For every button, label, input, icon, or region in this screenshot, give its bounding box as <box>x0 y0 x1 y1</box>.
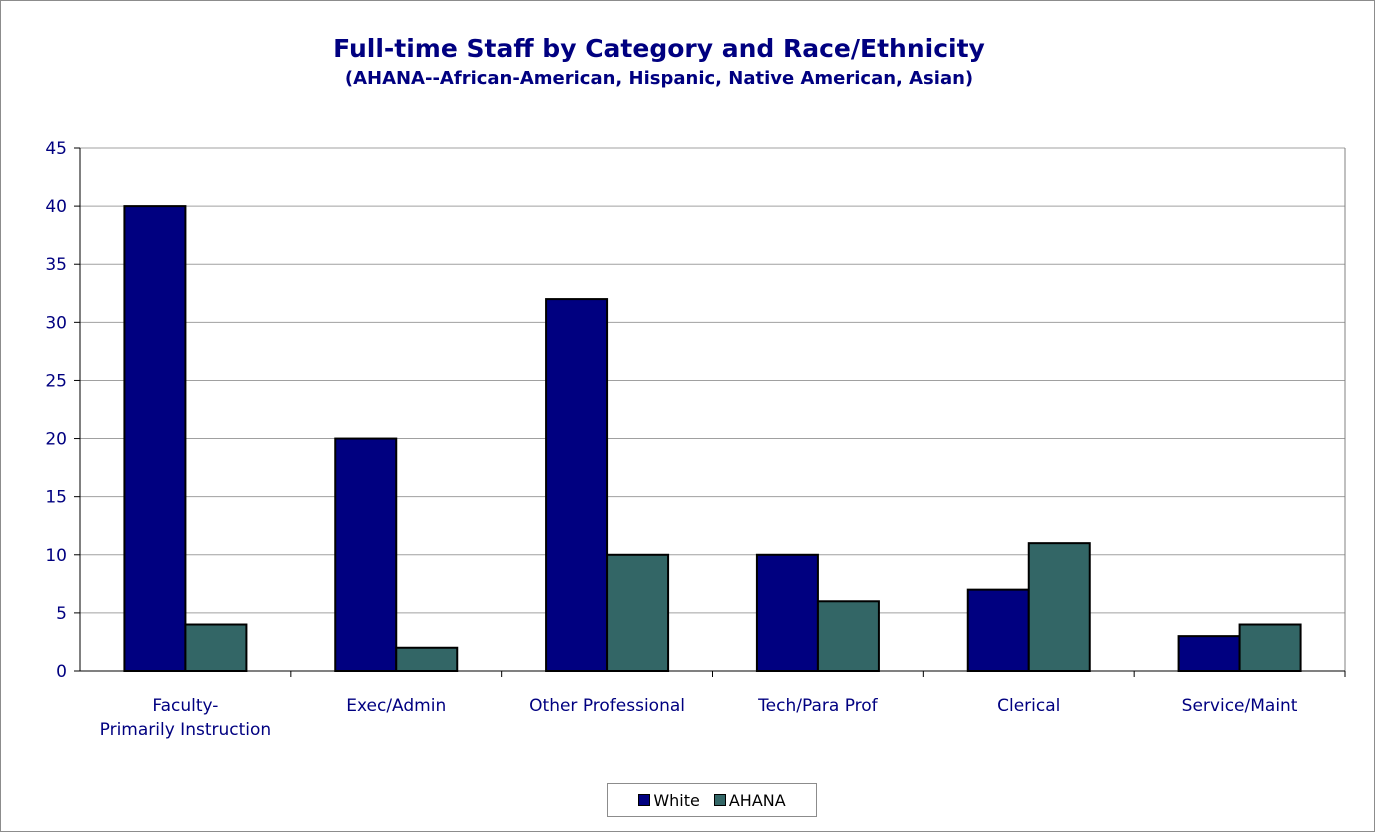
x-tick-label: Faculty- <box>152 696 218 716</box>
x-tick-label: Exec/Admin <box>346 696 446 716</box>
y-tick-label: 25 <box>45 371 67 391</box>
bar-ahana-4 <box>1027 542 1091 673</box>
x-tick-label: Primarily Instruction <box>100 720 272 740</box>
y-tick-label: 15 <box>45 488 67 508</box>
x-tick-label: Tech/Para Prof <box>757 696 878 716</box>
bar-white-5 <box>1177 635 1241 673</box>
legend-label-ahana: AHANA <box>728 790 786 810</box>
bar-white-1 <box>334 437 398 672</box>
chart-subtitle: (AHANA--African-American, Hispanic, Nati… <box>344 68 974 89</box>
x-tick-label: Service/Maint <box>1182 696 1298 716</box>
x-tick-label: Clerical <box>997 696 1060 716</box>
bar-ahana-0 <box>184 623 248 672</box>
bar-ahana-2 <box>606 553 670 672</box>
chart-title: Full-time Staff by Category and Race/Eth… <box>333 34 985 63</box>
bar-white-4 <box>966 588 1030 673</box>
x-tick-label: Other Professional <box>529 696 685 716</box>
legend-item-ahana: AHANA <box>713 790 786 810</box>
y-tick-label: 5 <box>56 604 67 624</box>
legend-swatch-ahana <box>713 794 726 806</box>
y-tick-label: 20 <box>45 430 67 450</box>
bar-white-3 <box>755 553 819 672</box>
y-tick-label: 30 <box>45 313 67 333</box>
y-tick-label: 40 <box>45 197 67 217</box>
bar-ahana-5 <box>1238 623 1302 672</box>
y-tick-label: 45 <box>45 139 67 159</box>
y-tick-label: 35 <box>45 255 67 275</box>
legend: White AHANA <box>607 783 817 817</box>
legend-label-white: White <box>653 790 700 810</box>
bar-ahana-3 <box>816 600 880 672</box>
bar-white-0 <box>123 205 187 672</box>
legend-swatch-white <box>638 794 651 806</box>
y-tick-label: 10 <box>45 546 67 566</box>
bar-white-2 <box>545 298 609 672</box>
bar-ahana-1 <box>395 646 459 672</box>
legend-item-white: White <box>638 791 700 810</box>
y-tick-label: 0 <box>56 662 67 682</box>
